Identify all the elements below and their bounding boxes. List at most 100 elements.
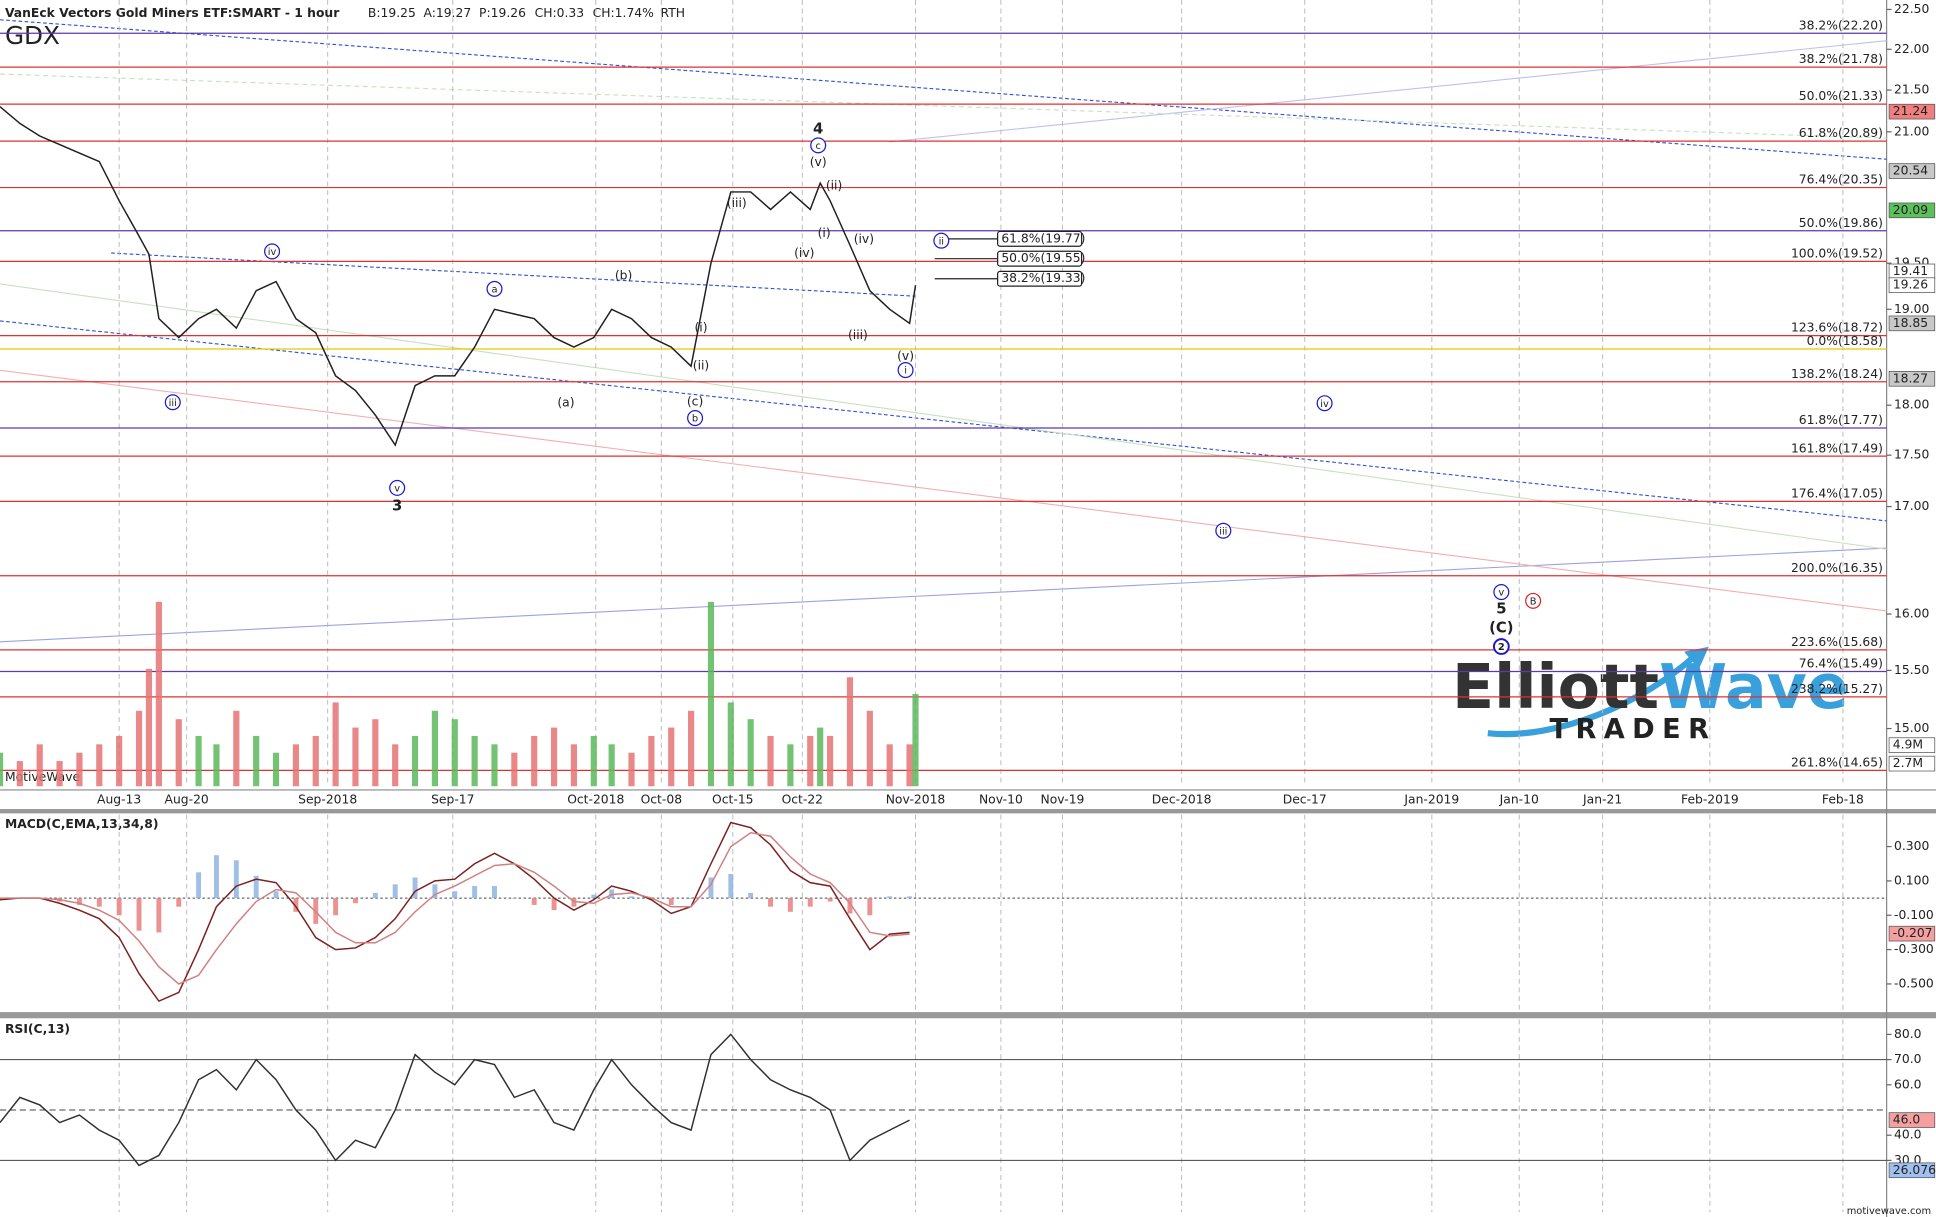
fib-box	[997, 250, 1083, 267]
volume-bar	[253, 735, 260, 787]
histogram-bar	[472, 886, 478, 899]
volume-bar	[846, 677, 854, 787]
volume-bar	[912, 694, 919, 787]
volume-bar	[727, 702, 734, 787]
x-tick-label: Oct-08	[641, 792, 682, 806]
y-tick-label: 0.300	[1894, 839, 1929, 853]
y-tick-label: 19.00	[1894, 302, 1929, 316]
series-line	[0, 106, 917, 447]
x-tick-label: Jan-21	[1582, 792, 1622, 806]
histogram-bar	[116, 898, 122, 916]
volume-bar	[36, 744, 43, 787]
wave-marker	[164, 394, 181, 411]
price-tag	[1888, 202, 1936, 219]
wave-marker	[1525, 592, 1542, 609]
y-tick-label: 40.0	[1894, 1128, 1922, 1142]
fib-level-label: 38.2%(22.20)	[1799, 18, 1883, 32]
price-tag	[1888, 163, 1936, 179]
x-tick-label: Sep-2018	[298, 792, 357, 806]
histogram-bar	[96, 898, 102, 907]
fib-level-label: 176.4%(17.05)	[1791, 486, 1883, 500]
volume-bar	[707, 601, 715, 787]
price-tag	[1888, 277, 1936, 293]
histogram-bar	[392, 884, 398, 899]
volume-bar	[411, 735, 419, 787]
symbol: GDX	[5, 21, 60, 50]
x-tick-label: Sep-17	[431, 792, 474, 806]
histogram-bar	[728, 874, 734, 899]
volume-bar	[233, 710, 240, 787]
wave-label: (i)	[695, 321, 708, 335]
volume-bar	[175, 719, 182, 787]
logo-wave: Wave	[1659, 651, 1849, 723]
histogram-bar	[196, 872, 202, 899]
histogram-bar	[847, 898, 853, 914]
y-tick-label: 16.00	[1894, 607, 1929, 621]
fib-box	[997, 270, 1083, 287]
logo-arrow	[1487, 654, 1697, 738]
histogram-bar	[571, 898, 577, 907]
wave-marker	[1492, 638, 1510, 655]
wave-label: (iv)	[854, 232, 874, 246]
volume-bar	[531, 735, 538, 787]
logo-trader: TRADER	[1550, 714, 1717, 745]
x-tick-label: Nov-10	[979, 792, 1023, 806]
wave-label: (ii)	[826, 178, 842, 192]
histogram-bar	[492, 886, 497, 899]
price-tag-label: 46.0	[1893, 1113, 1921, 1127]
volume-bar	[648, 735, 655, 787]
wave-label: B	[1530, 596, 1537, 607]
chart-title: VanEck Vectors Gold Miners ETF:SMART - 1…	[5, 6, 340, 20]
volume-bar	[195, 735, 202, 787]
wave-label: iv	[1320, 399, 1329, 410]
volume-bar	[56, 761, 63, 787]
macd-title: MACD(C,EMA,13,34,8)	[5, 817, 159, 831]
trend-line	[0, 320, 1887, 522]
panel-separator	[0, 1012, 1936, 1019]
x-tick-label: Nov-19	[1041, 792, 1085, 806]
histogram-bar	[668, 898, 674, 905]
price-tag-label: 19.26	[1893, 278, 1928, 292]
volume-bar	[116, 735, 123, 787]
fib-box-label: 61.8%(19.77)	[1001, 231, 1085, 245]
volume-bar	[817, 727, 824, 787]
wave-label: (iii)	[727, 196, 747, 210]
wave-label: (iv)	[794, 246, 814, 260]
price-tag-label: 19.41	[1893, 264, 1928, 278]
histogram-bar	[213, 855, 219, 899]
fib-level-label: 100.0%(19.52)	[1791, 247, 1883, 261]
fib-level-label: 50.0%(19.86)	[1799, 216, 1883, 230]
volume-bar	[628, 752, 635, 787]
y-tick-label: 80.0	[1894, 1027, 1922, 1041]
volume-bar	[491, 744, 498, 787]
volume-bar	[787, 744, 794, 787]
y-tick-label: 60.0	[1894, 1077, 1922, 1091]
histogram-bar	[273, 891, 279, 899]
y-tick-label: 15.50	[1894, 663, 1929, 677]
volume-bar	[76, 752, 83, 787]
logo-arrow-head	[1684, 646, 1709, 669]
wave-label: i	[904, 366, 907, 377]
price-tag-label: -0.207	[1893, 926, 1933, 940]
price-tag	[1888, 315, 1936, 332]
histogram-bar	[353, 898, 358, 904]
wave-marker	[1316, 395, 1333, 412]
histogram-bar	[768, 898, 774, 907]
wave-label: 3	[392, 498, 402, 515]
y-tick-label: 15.00	[1894, 721, 1929, 735]
logo: ElliottWave	[1452, 651, 1849, 723]
histogram-bar	[412, 877, 418, 899]
wave-label: (c)	[687, 395, 703, 409]
histogram-bar	[648, 898, 654, 900]
x-tick-label: Jan-2019	[1403, 792, 1459, 806]
x-tick-label: Dec-17	[1283, 792, 1327, 806]
y-tick-label: 22.50	[1894, 2, 1929, 16]
volume-bar	[372, 719, 379, 787]
panel-separator	[0, 809, 1936, 814]
histogram-bar	[432, 884, 438, 899]
fib-box	[997, 230, 1083, 247]
wave-label: c	[815, 141, 820, 152]
x-tick-label: Oct-22	[782, 792, 823, 806]
